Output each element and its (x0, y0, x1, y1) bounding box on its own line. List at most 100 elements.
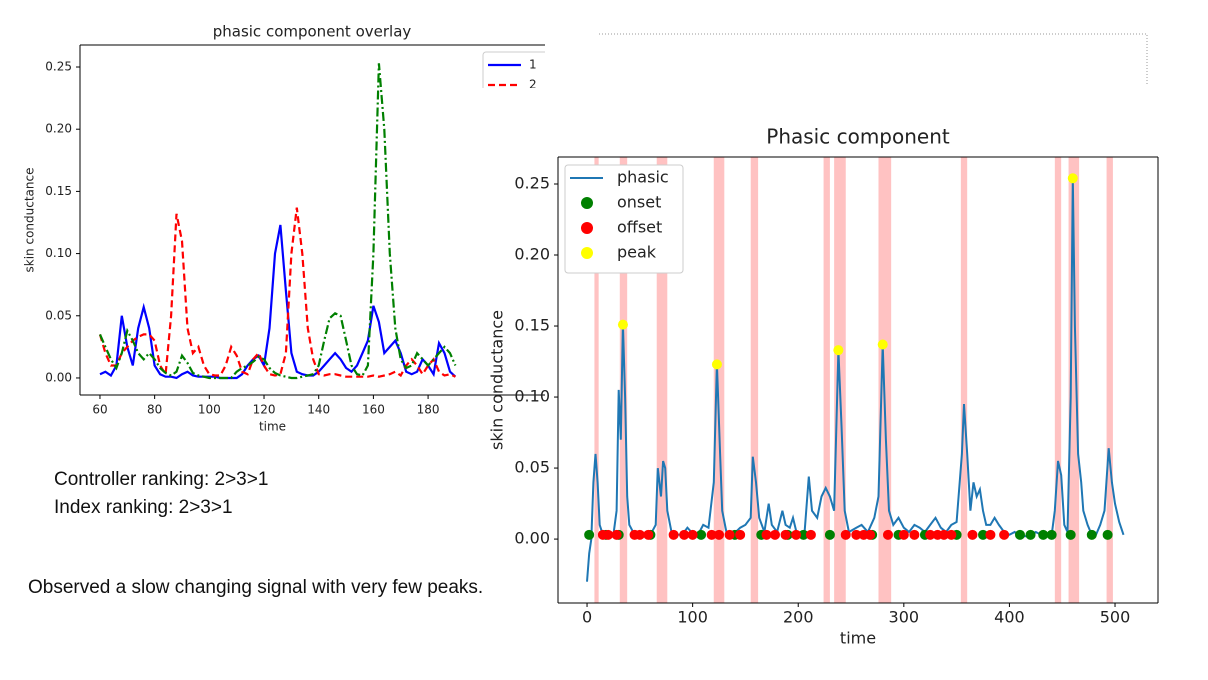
chart-title: Phasic component (766, 125, 950, 149)
y-tick-label: 0.10 (514, 387, 550, 406)
marker (711, 359, 722, 370)
marker (840, 529, 851, 540)
legend-label: peak (617, 243, 657, 262)
x-tick-label: 100 (198, 403, 221, 417)
plot-area (98, 63, 457, 380)
marker (1086, 529, 1097, 540)
marker (985, 529, 996, 540)
marker (882, 529, 893, 540)
marker (851, 529, 862, 540)
chart-title: phasic component overlay (213, 23, 412, 41)
x-axis-label: time (259, 420, 286, 434)
marker (1046, 529, 1057, 540)
marker (643, 529, 654, 540)
marker (1025, 529, 1036, 540)
observation: Observed a slow changing signal with ver… (28, 577, 484, 598)
y-tick-label: 0.05 (514, 458, 550, 477)
marker (999, 529, 1010, 540)
legend-marker (581, 197, 593, 209)
x-tick-label: 300 (889, 608, 920, 627)
legend-label: onset (617, 193, 661, 212)
legend-label: 1 (529, 58, 537, 72)
marker (603, 529, 614, 540)
legend-label: phasic (617, 168, 669, 187)
highlight-span (960, 157, 968, 603)
legend-label: offset (617, 218, 662, 237)
x-tick-label: 0 (582, 608, 592, 627)
legend-box (482, 51, 545, 88)
marker (611, 529, 622, 540)
y-tick-label: 0.05 (45, 308, 72, 322)
x-tick-label: 60 (92, 403, 107, 417)
marker (1014, 529, 1025, 540)
marker (1102, 529, 1113, 540)
marker (1038, 529, 1049, 540)
series-line (98, 63, 457, 380)
marker (865, 529, 876, 540)
marker (946, 529, 957, 540)
highlight-span (713, 157, 725, 603)
legend-marker (581, 222, 593, 234)
legend: phasic onset offset peak (564, 164, 684, 274)
marker (668, 529, 679, 540)
highlight-span (1106, 157, 1113, 603)
marker (938, 529, 949, 540)
marker (1067, 173, 1078, 184)
y-tick-label: 0.00 (45, 370, 72, 384)
marker (770, 529, 781, 540)
marker (724, 529, 735, 540)
y-tick-label: 0.15 (514, 316, 550, 335)
y-tick-label: 0.20 (45, 122, 72, 136)
marker (714, 529, 725, 540)
marker (877, 339, 888, 350)
highlight-span (823, 157, 830, 603)
marker (909, 529, 920, 540)
y-axis-label: skin conductance (23, 168, 37, 273)
marker (833, 345, 844, 356)
y-tick-label: 0.25 (514, 173, 550, 192)
legend-label: 2 (529, 78, 537, 92)
chart: Phasic component 0.00 0.05 0.10 0.15 0.20 0.25… (488, 125, 1159, 648)
index-ranking: Index ranking: 2>3>1 (54, 497, 233, 518)
marker (617, 319, 628, 330)
marker (634, 529, 645, 540)
marker (898, 529, 909, 540)
highlight-span (656, 157, 668, 603)
y-tick-label: 0.25 (45, 60, 72, 74)
x-tick-label: 120 (253, 403, 276, 417)
highlight-span (619, 157, 628, 603)
highlight-span (750, 157, 759, 603)
x-tick-label: 500 (1100, 608, 1131, 627)
highlight-span (1054, 157, 1062, 603)
x-tick-label: 140 (307, 403, 330, 417)
marker (1065, 529, 1076, 540)
legend: 12 (482, 51, 545, 92)
marker (761, 529, 772, 540)
marker (967, 529, 978, 540)
highlight-span (594, 157, 599, 603)
dotted-frame (599, 33, 1148, 86)
y-tick-label: 0.10 (45, 246, 72, 260)
x-tick-label: 200 (783, 608, 814, 627)
marker (978, 529, 989, 540)
marker (780, 529, 791, 540)
marker (584, 529, 595, 540)
marker (735, 529, 746, 540)
marker (791, 529, 802, 540)
legend-marker (581, 247, 593, 259)
y-tick-label: 0.15 (45, 184, 72, 198)
marker (679, 529, 690, 540)
y-tick-label: 0.00 (514, 529, 550, 548)
y-tick-label: 0.20 (514, 245, 550, 264)
x-tick-label: 160 (362, 403, 385, 417)
x-axis-label: time (840, 629, 876, 648)
series-line (98, 207, 456, 378)
series-line (99, 224, 457, 380)
chart: phasic component overlay 0.00 0.05 0.10 0.15… (23, 23, 545, 434)
x-tick-label: 80 (147, 403, 162, 417)
marker (824, 529, 835, 540)
x-tick-label: 100 (677, 608, 708, 627)
marker (798, 529, 809, 540)
